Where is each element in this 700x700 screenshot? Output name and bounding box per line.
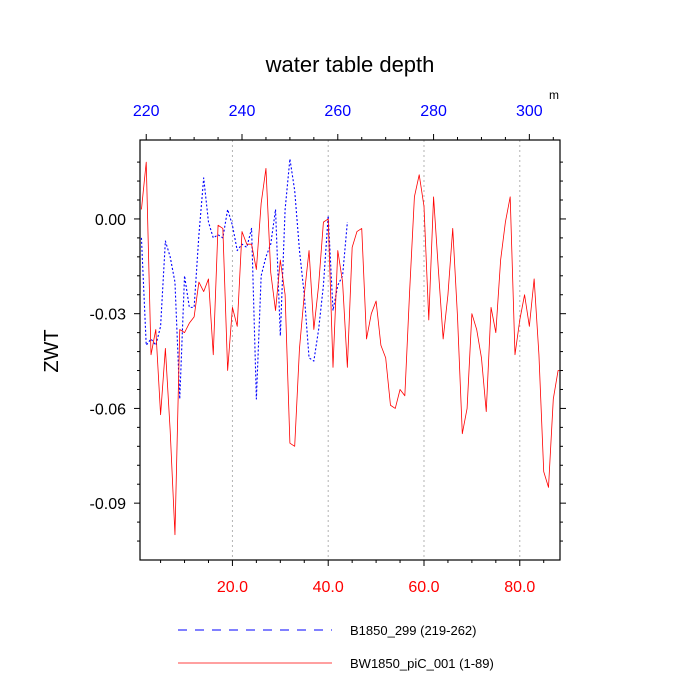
x-bottom-tick-label-3: 80.0: [504, 579, 535, 596]
x-bottom-tick-label-0: 20.0: [217, 579, 248, 596]
legend-label-0: B1850_299 (219-262): [350, 623, 477, 638]
x-top-tick-label-3: 280: [420, 103, 447, 120]
x-top-tick-label-0: 220: [133, 103, 160, 120]
x-bottom-tick-label-1: 40.0: [313, 579, 344, 596]
x-bottom-tick-label-2: 60.0: [408, 579, 439, 596]
x-top-tick-label-4: 300: [516, 103, 543, 120]
series-line-0: [140, 158, 348, 400]
y-axis-label: ZWT: [41, 329, 63, 372]
top-x-axis-ticks: 220 240 260 280 300: [133, 103, 554, 140]
bottom-x-axis-ticks: 20.0 40.0 60.0 80.0: [160, 560, 545, 596]
series-line-1: [141, 161, 563, 536]
y-axis-ticks: 0.00 -0.03 -0.06 -0.09: [90, 161, 566, 542]
legend-label-1: BW1850_piC_001 (1-89): [350, 656, 494, 671]
top-axis-unit-label: m: [549, 88, 559, 102]
chart-title: water table depth: [265, 52, 435, 77]
y-tick-label-0: 0.00: [95, 212, 126, 229]
y-tick-label-2: -0.06: [90, 401, 127, 418]
plot-border: [139, 139, 561, 561]
grid-lines: [231, 140, 521, 560]
y-tick-label-1: -0.03: [90, 307, 127, 324]
y-tick-label-3: -0.09: [90, 496, 127, 513]
x-top-tick-label-1: 240: [229, 103, 256, 120]
plot-frame: [139, 139, 561, 561]
series-lines: [140, 158, 563, 536]
x-top-tick-label-2: 260: [324, 103, 351, 120]
legend: B1850_299 (219-262) BW1850_piC_001 (1-89): [178, 623, 494, 671]
